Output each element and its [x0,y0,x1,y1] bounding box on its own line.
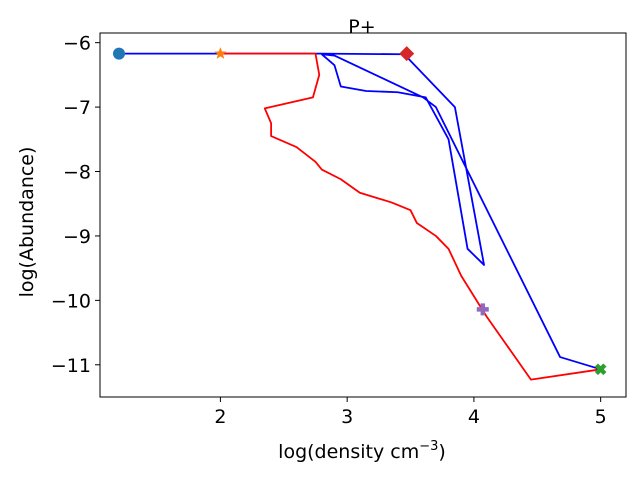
marker-cross-4 [594,363,607,376]
y-tick-label: −11 [51,355,91,377]
x-tick-label: 5 [595,406,607,428]
y-axis-label: log(Abundance) [16,147,38,298]
series-line-1 [219,52,602,381]
y-tick-label: −10 [51,290,91,312]
series-layer [118,52,602,381]
x-tick-label: 2 [214,406,226,428]
series-line-0 [118,52,602,371]
x-axis-label-sup: −3 [419,439,438,454]
x-axis-label-suffix: ) [438,441,445,463]
x-axis-label: log(density cm−3) [278,439,446,463]
y-tick-label: −9 [63,226,91,248]
marker-star-1 [214,47,227,59]
axes: 2 3 4 5 −6 −7 −8 −9 −10 −11 [51,32,627,428]
marker-diamond-2 [399,46,415,62]
plot-frame [99,32,627,398]
x-tick-label: 4 [468,406,480,428]
marker-layer [113,46,607,376]
x-tick-label: 3 [341,406,353,428]
chart-title: P+ [348,16,375,38]
marker-plus-3 [476,303,489,316]
marker-circle-0 [113,47,126,60]
y-tick-label: −8 [63,162,91,184]
y-tick-label: −7 [63,97,91,119]
y-tick-label: −6 [63,33,91,55]
